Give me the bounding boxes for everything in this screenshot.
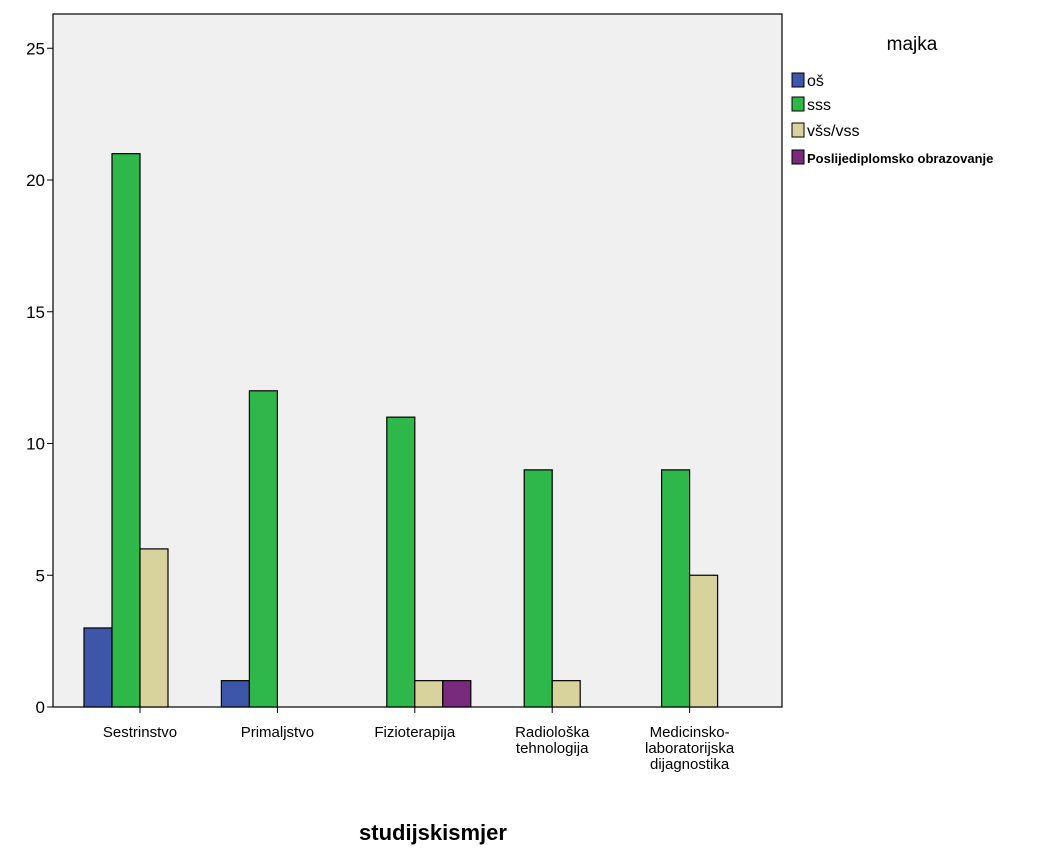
bar [660,469,691,708]
bar [688,574,719,708]
bar [414,680,444,708]
legend-title: majka [887,34,938,55]
y-tick-label: 0 [36,698,45,717]
y-tick-label: 15 [26,303,45,322]
x-axis-label: studijskismjer [359,820,507,845]
bar [220,680,250,708]
bar [442,680,472,708]
x-tick-label: Radiološka tehnologija [515,724,590,757]
y-tick-label: 20 [26,171,45,190]
x-tick-label: Sestrinstvo [103,724,177,741]
legend-label: všs/vss [807,123,859,140]
bar [111,153,141,708]
legend-swatch [791,72,805,88]
y-tick-label: 25 [26,39,45,58]
legend-swatch [791,96,805,112]
y-tick-label: 5 [36,566,45,585]
x-tick-label: Medicinsko-laboratorijska dijagnostika [645,724,735,773]
x-tick-label: Primaljstvo [241,724,314,741]
x-tick-label: Fizioterapija [374,724,456,741]
bar [523,469,553,708]
bar [551,680,581,708]
y-tick-label: 10 [26,435,45,454]
legend-swatch [791,149,805,165]
plot-area [52,13,783,708]
bar [83,627,113,708]
bar [139,548,169,708]
legend-label: sss [807,97,831,114]
bar [248,390,278,708]
bar [386,416,416,708]
legend-swatch [791,122,805,138]
legend-label: oš [807,73,824,90]
legend-label: Poslijediplomsko obrazovanje [807,151,993,166]
